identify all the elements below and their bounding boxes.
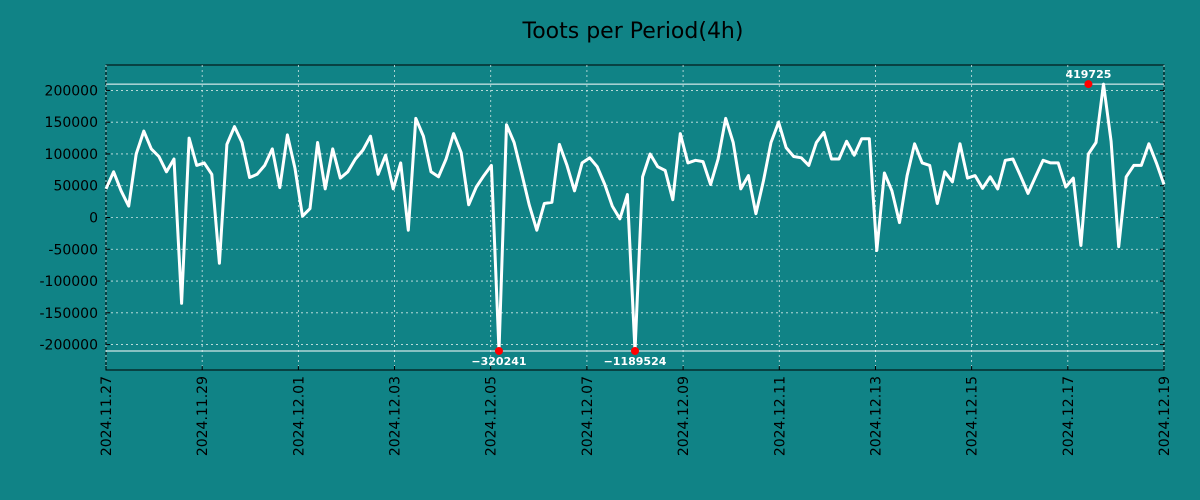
grid-lines bbox=[105, 65, 1165, 370]
annotation-label: −1189524 bbox=[604, 355, 667, 368]
annotation-marker bbox=[1084, 80, 1093, 89]
y-tick-label: 50000 bbox=[53, 179, 98, 195]
x-tick-label: 2024.12.09 bbox=[676, 376, 692, 456]
chart-title: Toots per Period(4h) bbox=[522, 19, 744, 44]
x-tick-label: 2024.12.01 bbox=[291, 376, 307, 456]
x-tick-label: 2024.12.13 bbox=[868, 376, 884, 456]
x-tick-label: 2024.11.29 bbox=[195, 376, 211, 456]
y-tick-label: 0 bbox=[89, 211, 98, 227]
x-tick-label: 2024.12.17 bbox=[1061, 376, 1077, 456]
y-tick-label: -100000 bbox=[40, 274, 99, 290]
x-axis: 2024.11.27 2024.11.29 2024.12.01 2024.12.03… bbox=[99, 366, 1173, 456]
y-tick-label: 150000 bbox=[45, 115, 98, 131]
series-line bbox=[104, 82, 1166, 353]
annotation-marker bbox=[494, 346, 503, 355]
y-tick-label: -50000 bbox=[48, 242, 98, 258]
annotation-marker bbox=[631, 346, 639, 355]
annotation-label: 419725 bbox=[1065, 68, 1111, 81]
x-tick-label: 2024.12.05 bbox=[484, 376, 500, 456]
clip-threshold-lines bbox=[106, 83, 1164, 352]
y-tick-label: -150000 bbox=[40, 306, 99, 322]
x-tick-label: 2024.11.27 bbox=[99, 376, 115, 456]
x-tick-label: 2024.12.15 bbox=[965, 376, 981, 456]
x-tick-label: 2024.12.07 bbox=[580, 376, 596, 456]
annotations: −320241 −1189524 419725 bbox=[471, 68, 1111, 368]
y-axis: 200000 150000 100000 50000 0 -50000 -100000 -15… bbox=[40, 83, 1164, 354]
x-tick-label: 2024.12.11 bbox=[772, 376, 788, 456]
y-tick-label: 200000 bbox=[45, 83, 98, 99]
y-tick-label: -200000 bbox=[40, 338, 99, 354]
series-toots bbox=[104, 82, 1166, 353]
x-tick-label: 2024.12.03 bbox=[388, 376, 404, 456]
y-tick-label: 100000 bbox=[45, 147, 98, 163]
x-tick-label: 2024.12.19 bbox=[1157, 376, 1173, 456]
annotation-label: −320241 bbox=[471, 355, 526, 368]
